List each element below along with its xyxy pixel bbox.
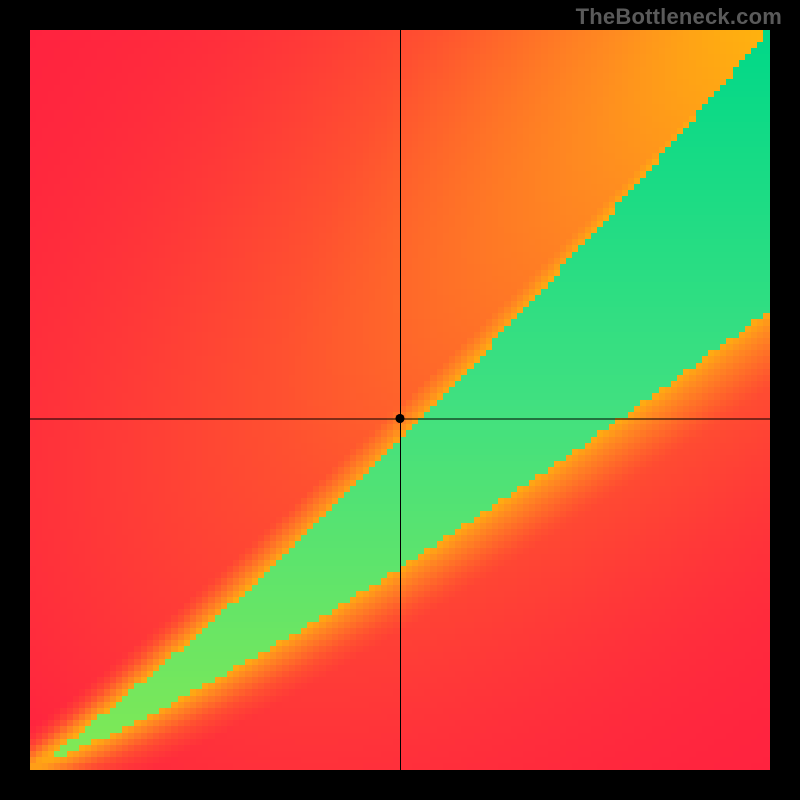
heatmap-canvas: [30, 30, 770, 770]
watermark-text: TheBottleneck.com: [576, 4, 782, 30]
bottleneck-heatmap: [30, 30, 770, 770]
